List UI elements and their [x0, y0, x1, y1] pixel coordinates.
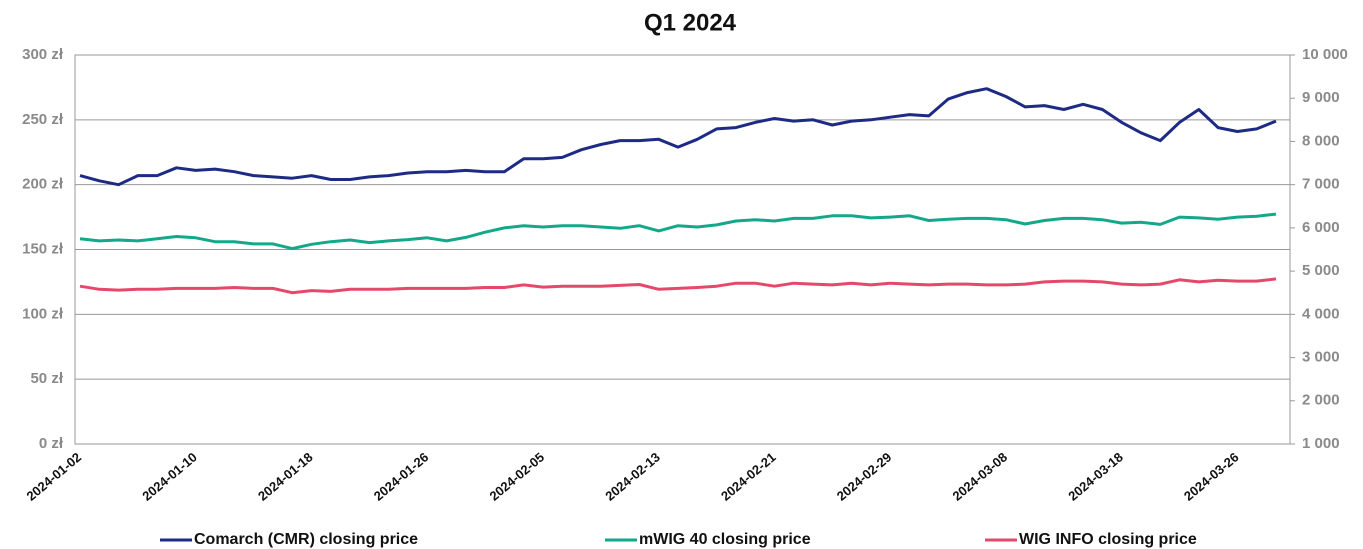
y2-tick-label: 6 000	[1302, 219, 1340, 236]
series-line	[79, 87, 1277, 187]
x-tick-label: 2024-01-26	[371, 449, 432, 503]
y2-tick-label: 4 000	[1302, 305, 1340, 322]
x-tick-label: 2024-01-02	[24, 449, 85, 503]
x-tick-label: 2024-01-10	[139, 449, 200, 503]
x-tick-label: 2024-02-13	[602, 449, 663, 503]
y2-tick-label: 3 000	[1302, 349, 1340, 366]
x-tick-label: 2024-02-05	[487, 449, 548, 503]
legend-label: mWIG 40 closing price	[639, 531, 811, 548]
x-tick-label: 2024-03-08	[949, 449, 1010, 503]
y-tick-label: 0 zł	[39, 435, 64, 452]
y-tick-label: 100 zł	[22, 305, 64, 322]
y2-tick-label: 9 000	[1302, 89, 1340, 106]
y-tick-label: 300 zł	[22, 46, 64, 63]
y-tick-label: 250 zł	[22, 111, 64, 128]
y2-tick-label: 10 000	[1302, 46, 1348, 63]
y2-tick-label: 8 000	[1302, 132, 1340, 149]
legend-label: Comarch (CMR) closing price	[194, 531, 418, 548]
x-tick-label: 2024-03-26	[1181, 449, 1242, 503]
series-line	[79, 212, 1277, 251]
y-tick-label: 50 zł	[30, 370, 63, 387]
x-tick-label: 2024-01-18	[255, 449, 316, 503]
y2-tick-label: 7 000	[1302, 176, 1340, 193]
legend-label: WIG INFO closing price	[1019, 531, 1197, 548]
y2-tick-label: 1 000	[1302, 435, 1340, 452]
series-line	[79, 277, 1277, 295]
y2-tick-label: 5 000	[1302, 262, 1340, 279]
y-tick-label: 200 zł	[22, 176, 64, 193]
y-tick-label: 150 zł	[22, 240, 64, 257]
x-tick-label: 2024-02-21	[718, 449, 779, 503]
y2-tick-label: 2 000	[1302, 392, 1340, 409]
x-tick-label: 2024-02-29	[834, 449, 895, 503]
chart-title: Q1 2024	[644, 9, 737, 36]
x-tick-label: 2024-03-18	[1065, 449, 1126, 503]
